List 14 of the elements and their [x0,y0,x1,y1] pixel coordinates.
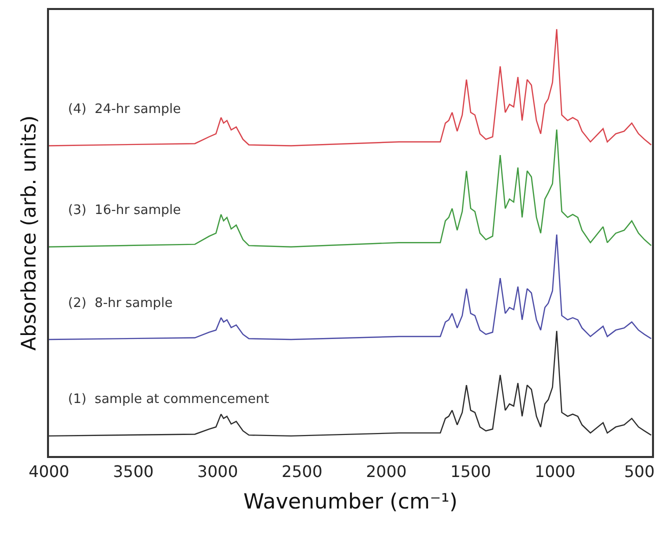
text: (3) 16-hr sample [68,203,181,218]
x-tick-label: 1000 [534,462,576,481]
x-tick-label: 4000 [28,462,70,481]
text: (2) 8-hr sample [68,296,173,311]
x-tick-label: 3000 [197,462,238,481]
x-tick-label: 500 [624,462,655,481]
x-tick-label: 1500 [450,462,492,481]
x-axis-title: Wavenumber (cm⁻¹) [243,490,458,514]
text: (4) 24-hr sample [68,102,181,117]
y-axis-title: Absorbance (arb. units) [16,115,40,351]
x-tick-label: 2500 [282,462,322,481]
x-tick-label: 3500 [112,462,154,481]
x-tick-label: 2000 [366,462,407,481]
text: (1) sample at commencement [68,392,270,407]
